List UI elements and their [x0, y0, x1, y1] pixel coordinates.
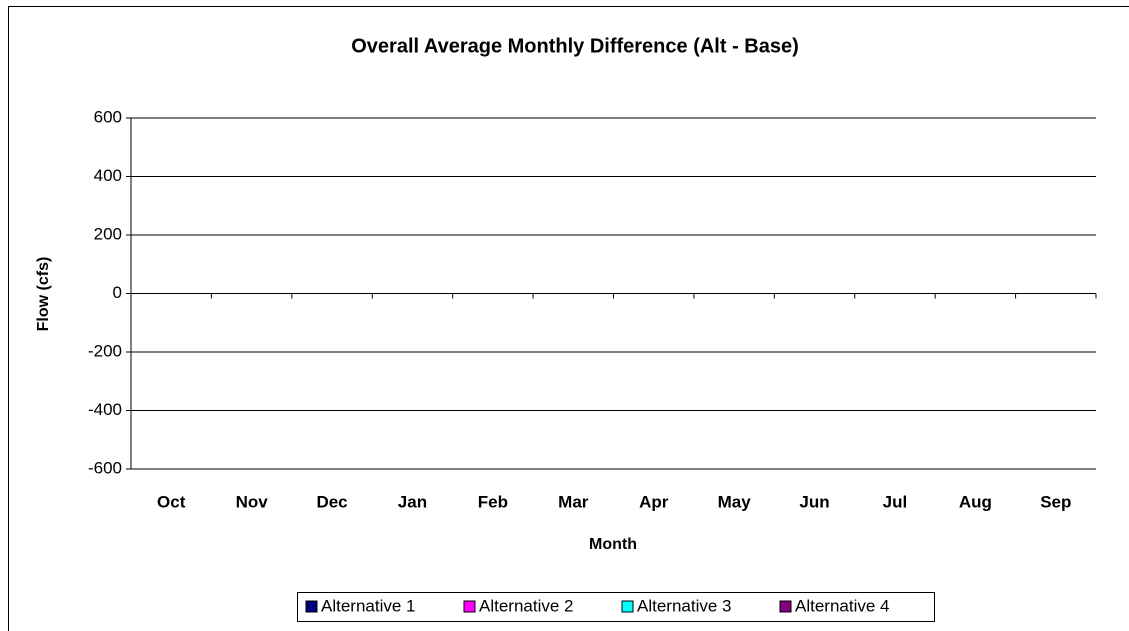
x-tick-label: May — [718, 492, 752, 511]
x-tick-label: Nov — [236, 492, 269, 511]
legend-swatch — [463, 600, 476, 613]
x-tick-label: Apr — [639, 492, 669, 511]
x-tick-label: Sep — [1040, 492, 1071, 511]
legend-label: Alternative 4 — [795, 596, 890, 615]
legend-label: Alternative 2 — [479, 596, 574, 615]
y-tick-label: -200 — [88, 341, 122, 360]
legend-swatch — [621, 600, 634, 613]
x-tick-label: Oct — [157, 492, 186, 511]
y-tick-label: -400 — [88, 400, 122, 419]
x-tick-label: Dec — [316, 492, 347, 511]
x-axis-title: Month — [589, 536, 637, 553]
x-tick-label: Mar — [558, 492, 589, 511]
legend-label: Alternative 1 — [321, 596, 416, 615]
x-tick-label: Aug — [959, 492, 992, 511]
legend-label: Alternative 3 — [637, 596, 732, 615]
x-tick-label: Jun — [799, 492, 829, 511]
x-tick-label: Feb — [478, 492, 508, 511]
y-axis-title: Flow (cfs) — [35, 257, 52, 332]
y-tick-label: 400 — [94, 166, 122, 185]
y-tick-label: 600 — [94, 107, 122, 126]
legend-swatch — [779, 600, 792, 613]
x-tick-label: Jan — [398, 492, 427, 511]
chart-frame — [8, 6, 1129, 631]
legend-swatch — [305, 600, 318, 613]
y-tick-label: -600 — [88, 458, 122, 477]
x-tick-label: Jul — [883, 492, 908, 511]
y-tick-label: 0 — [113, 283, 122, 302]
y-tick-label: 200 — [94, 224, 122, 243]
chart-title: Overall Average Monthly Difference (Alt … — [351, 35, 799, 57]
legend — [297, 592, 935, 622]
